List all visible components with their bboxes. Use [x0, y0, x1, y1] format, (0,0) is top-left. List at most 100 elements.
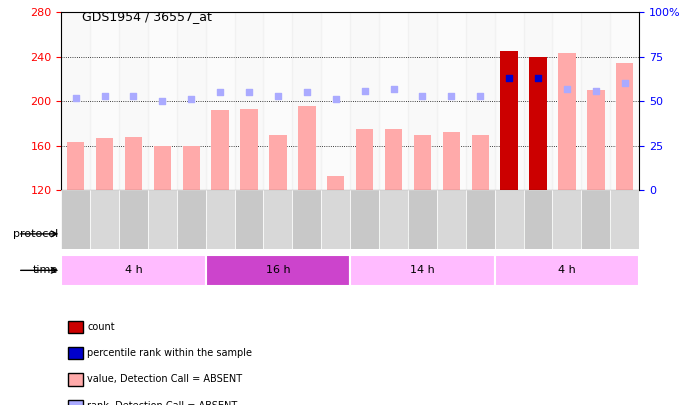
- Bar: [177, 190, 205, 249]
- Bar: [471, 134, 489, 190]
- Bar: [241, 109, 258, 190]
- Point: [157, 98, 168, 104]
- Point: [273, 93, 284, 99]
- Bar: [466, 190, 494, 249]
- Bar: [61, 219, 350, 249]
- Bar: [408, 12, 437, 190]
- Bar: [466, 12, 494, 190]
- Point: [562, 85, 573, 92]
- Bar: [96, 138, 113, 190]
- Bar: [61, 190, 90, 249]
- Point: [590, 87, 601, 94]
- Bar: [529, 57, 547, 190]
- Bar: [148, 12, 177, 190]
- Bar: [263, 12, 292, 190]
- Bar: [408, 190, 437, 249]
- Bar: [182, 146, 200, 190]
- Bar: [67, 143, 84, 190]
- Bar: [61, 12, 90, 190]
- Point: [504, 75, 515, 81]
- Bar: [494, 255, 639, 286]
- Point: [70, 94, 81, 101]
- Point: [99, 93, 110, 99]
- Bar: [616, 64, 633, 190]
- Bar: [205, 190, 235, 249]
- Bar: [524, 190, 552, 249]
- Bar: [379, 12, 408, 190]
- Bar: [269, 134, 286, 190]
- Point: [388, 85, 399, 92]
- Point: [532, 75, 543, 81]
- Bar: [552, 190, 581, 249]
- Text: rank, Detection Call = ABSENT: rank, Detection Call = ABSENT: [87, 401, 237, 405]
- Point: [128, 93, 139, 99]
- Text: 4 h: 4 h: [124, 265, 142, 275]
- Bar: [205, 255, 350, 286]
- Bar: [610, 12, 639, 190]
- Bar: [321, 190, 350, 249]
- Bar: [235, 12, 263, 190]
- Text: percentile rank within the sample: percentile rank within the sample: [87, 348, 252, 358]
- Bar: [587, 90, 605, 190]
- Bar: [124, 137, 142, 190]
- Bar: [292, 190, 321, 249]
- Bar: [385, 129, 402, 190]
- Point: [215, 89, 226, 96]
- Text: value, Detection Call = ABSENT: value, Detection Call = ABSENT: [87, 375, 242, 384]
- Bar: [413, 134, 431, 190]
- Bar: [494, 12, 524, 190]
- Point: [619, 80, 630, 87]
- Bar: [321, 12, 350, 190]
- Bar: [610, 190, 639, 249]
- Text: 14 h: 14 h: [410, 265, 435, 275]
- Bar: [298, 106, 316, 190]
- Bar: [552, 12, 581, 190]
- Bar: [350, 219, 494, 249]
- Bar: [119, 12, 148, 190]
- Text: Affymetrix: Affymetrix: [177, 229, 235, 239]
- Point: [417, 93, 428, 99]
- Bar: [177, 12, 205, 190]
- Text: count: count: [87, 322, 115, 332]
- Bar: [327, 176, 344, 190]
- Bar: [494, 190, 524, 249]
- Text: 4 h: 4 h: [558, 265, 576, 275]
- Bar: [90, 190, 119, 249]
- Bar: [350, 190, 379, 249]
- Bar: [154, 146, 171, 190]
- Bar: [90, 12, 119, 190]
- Bar: [500, 51, 517, 190]
- Bar: [558, 53, 575, 190]
- Bar: [581, 190, 610, 249]
- Point: [186, 96, 197, 103]
- Text: GDS1954 / 36557_at: GDS1954 / 36557_at: [82, 10, 211, 23]
- Bar: [292, 12, 321, 190]
- Bar: [61, 255, 205, 286]
- Bar: [350, 12, 379, 190]
- Bar: [148, 190, 177, 249]
- Point: [301, 89, 312, 96]
- Bar: [205, 12, 235, 190]
- Bar: [119, 190, 148, 249]
- Text: 16 h: 16 h: [266, 265, 290, 275]
- Bar: [356, 129, 373, 190]
- Bar: [211, 110, 228, 190]
- Text: CodeLink: CodeLink: [396, 229, 448, 239]
- Bar: [524, 12, 552, 190]
- Point: [243, 89, 254, 96]
- Bar: [437, 12, 466, 190]
- Point: [330, 96, 341, 103]
- Text: Enzo: Enzo: [554, 229, 580, 239]
- Bar: [443, 132, 460, 190]
- Bar: [379, 190, 408, 249]
- Bar: [437, 190, 466, 249]
- Point: [446, 93, 457, 99]
- Point: [475, 93, 486, 99]
- Point: [359, 87, 370, 94]
- Bar: [350, 255, 494, 286]
- Text: protocol: protocol: [12, 229, 58, 239]
- Bar: [263, 190, 292, 249]
- Text: time: time: [33, 265, 58, 275]
- Bar: [235, 190, 263, 249]
- Bar: [494, 219, 639, 249]
